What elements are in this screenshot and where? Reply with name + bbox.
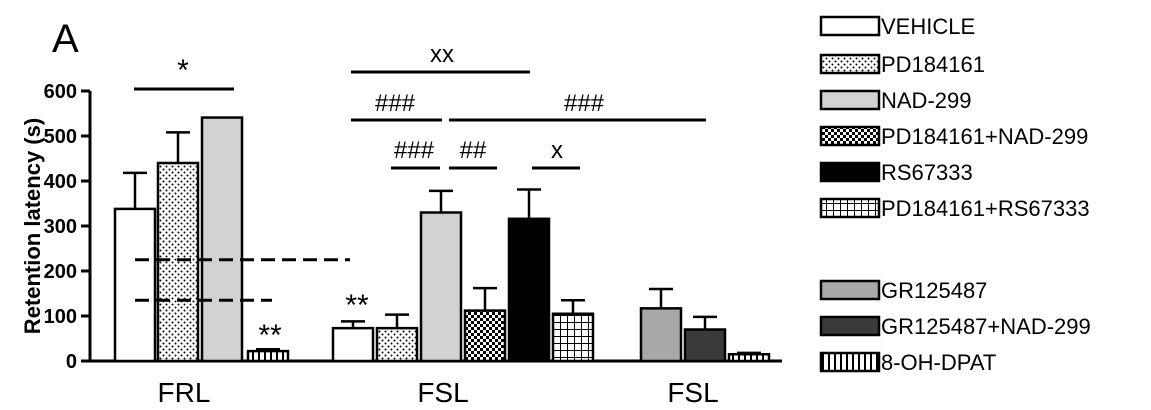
legend-swatch [819, 53, 881, 75]
significance-label: ### [394, 137, 435, 164]
y-tick-label: 300 [44, 216, 77, 238]
bar [727, 351, 771, 363]
group-label: FSL [417, 377, 468, 408]
legend-swatch [819, 15, 881, 37]
legend-label: NAD-299 [881, 88, 971, 113]
bar-rect [419, 211, 463, 363]
group-label: FSL [667, 377, 718, 408]
group-label: FRL [158, 377, 211, 408]
bar [507, 188, 551, 363]
y-axis-label: Retention latency (s) [20, 118, 45, 334]
legend-label: PD184161 [881, 52, 985, 77]
legend-item: 8-OH-DPAT [819, 350, 996, 375]
legend-item: VEHICLE [819, 14, 975, 39]
legend-item: NAD-299 [819, 88, 971, 113]
panel-label: A [52, 17, 79, 61]
legend: VEHICLE PD184161 NAD-299 PD184161+NAD-299 RS… [819, 14, 1091, 375]
bar-rect [639, 307, 683, 363]
bar-rect [246, 349, 290, 363]
bar [639, 287, 683, 363]
bar-rect [463, 309, 507, 363]
legend-item: PD184161+NAD-299 [819, 124, 1088, 149]
legend-swatch [819, 197, 881, 219]
bar [419, 189, 463, 363]
legend-label: GR125487+NAD-299 [881, 314, 1091, 339]
y-tick-label: 0 [66, 351, 77, 373]
significance-label: ## [460, 137, 487, 164]
bar-rect [331, 326, 375, 363]
legend-item: RS67333 [819, 160, 973, 185]
bar-rect [507, 217, 551, 363]
y-tick-label: 600 [44, 81, 77, 103]
bar [683, 315, 727, 363]
bars [113, 116, 771, 363]
bar-rect [113, 207, 157, 363]
legend-swatch [819, 315, 881, 337]
significance-label: xx [430, 41, 454, 68]
bar [463, 286, 507, 363]
y-tick-label: 200 [44, 261, 77, 283]
legend-swatch [819, 279, 881, 301]
bar-rect [727, 353, 771, 363]
legend-label: PD184161+RS67333 [881, 196, 1090, 221]
bar [246, 348, 290, 363]
legend-label: GR125487 [881, 278, 987, 303]
legend-item: PD184161+RS67333 [819, 196, 1090, 221]
legend-swatch [819, 351, 881, 373]
bar [113, 171, 157, 363]
legend-item: PD184161 [819, 52, 985, 77]
significance-label: ### [564, 90, 605, 117]
bar [156, 131, 200, 363]
y-tick-label: 400 [44, 171, 77, 193]
y-tick-label: 100 [44, 306, 77, 328]
axes: 0 100 200 300 400 500 600 FRL FSL FSL [44, 81, 782, 408]
bar [331, 320, 375, 363]
legend-label: PD184161+NAD-299 [881, 124, 1088, 149]
significance-label: x [551, 137, 563, 164]
bar-rect [156, 161, 200, 363]
bar-rect [375, 326, 419, 363]
legend-item: GR125487+NAD-299 [819, 314, 1091, 339]
y-tick-label: 500 [44, 126, 77, 148]
significance-label: * [177, 54, 189, 87]
bar [200, 116, 244, 363]
significance-annotations: *****xx### ###### ## x [134, 41, 706, 352]
legend-swatch [819, 125, 881, 147]
bar-rect [683, 328, 727, 363]
bar-rect [200, 116, 244, 363]
significance-label: ** [345, 289, 369, 322]
bar [375, 313, 419, 363]
legend-label: VEHICLE [881, 14, 975, 39]
legend-item: GR125487 [819, 278, 987, 303]
significance-label: ### [375, 90, 416, 117]
bar-rect [551, 312, 595, 363]
legend-label: 8-OH-DPAT [881, 350, 996, 375]
legend-swatch [819, 161, 881, 183]
bar [551, 299, 595, 363]
legend-swatch [819, 89, 881, 111]
legend-label: RS67333 [881, 160, 973, 185]
significance-label: ** [258, 319, 282, 352]
